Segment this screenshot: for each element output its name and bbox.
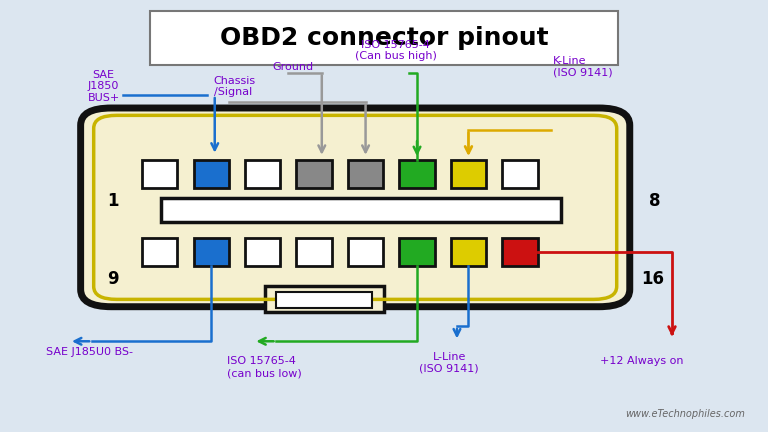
Bar (142, 238, 177, 266)
Bar (502, 160, 538, 188)
Bar (161, 198, 561, 222)
FancyBboxPatch shape (81, 108, 630, 307)
Bar (399, 238, 435, 266)
Bar (245, 160, 280, 188)
FancyBboxPatch shape (150, 11, 618, 65)
Bar (451, 238, 486, 266)
Text: +12 Always on: +12 Always on (600, 356, 683, 366)
Bar (451, 160, 486, 188)
Text: OBD2 connector pinout: OBD2 connector pinout (220, 25, 548, 50)
Bar (399, 160, 435, 188)
Text: 8: 8 (649, 192, 660, 210)
Text: K-Line
(ISO 9141): K-Line (ISO 9141) (553, 56, 613, 78)
Bar (348, 160, 383, 188)
Text: Chassis
/Signal: Chassis /Signal (214, 76, 256, 97)
Bar (502, 238, 538, 266)
Bar (296, 238, 332, 266)
Bar (194, 238, 229, 266)
Bar (194, 160, 229, 188)
Bar (276, 292, 372, 308)
Bar (296, 160, 332, 188)
Text: 16: 16 (641, 270, 664, 288)
Text: ISO 15765-4
(Can bus high): ISO 15765-4 (Can bus high) (355, 40, 436, 61)
Bar (265, 286, 384, 312)
Text: SAE J185U0 BS-: SAE J185U0 BS- (46, 347, 133, 357)
Text: Ground: Ground (273, 62, 314, 72)
Text: SAE
J1850
BUS+: SAE J1850 BUS+ (88, 70, 120, 103)
Text: L-Line
(ISO 9141): L-Line (ISO 9141) (419, 352, 479, 374)
Text: 9: 9 (108, 270, 119, 288)
Text: 1: 1 (108, 192, 119, 210)
Bar (142, 160, 177, 188)
Bar (245, 238, 280, 266)
Text: ISO 15765-4
(can bus low): ISO 15765-4 (can bus low) (227, 356, 301, 378)
Text: www.eTechnophiles.com: www.eTechnophiles.com (625, 409, 745, 419)
Bar (348, 238, 383, 266)
